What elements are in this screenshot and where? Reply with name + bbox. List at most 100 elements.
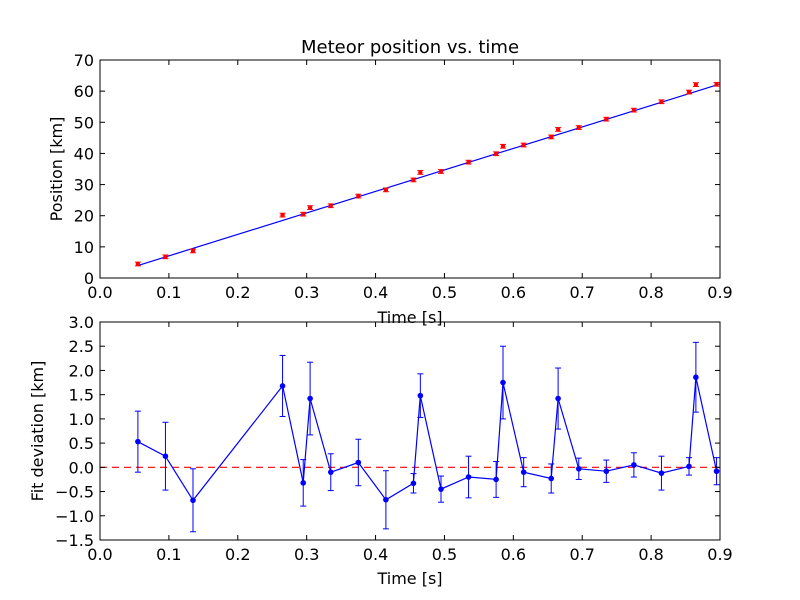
y-tick-label: 20	[74, 207, 94, 226]
measurement-point	[301, 211, 306, 217]
deviation-point	[355, 459, 362, 466]
measurement-point	[163, 254, 168, 260]
measurement-point	[555, 127, 561, 132]
deviation-point	[162, 453, 169, 459]
x-tick-label: 0.3	[294, 283, 319, 302]
deviation-x-axis-label: Time [s]	[376, 569, 442, 588]
deviation-y-ticks: −1.5 −1.0 −0.5 0.0 0.5 1.0 1.5 2.0 2.5 3.0	[55, 313, 720, 550]
y-tick-label: 2.5	[69, 337, 94, 356]
measurement-point	[328, 203, 333, 208]
deviation-point	[686, 463, 692, 470]
x-tick-label: 0.6	[501, 283, 526, 302]
deviation-point	[438, 486, 444, 492]
x-tick-label: 0.1	[156, 545, 181, 564]
fit-line	[137, 83, 721, 267]
measurement-point	[604, 116, 609, 122]
x-tick-label: 0.4	[363, 545, 388, 564]
y-tick-label: 50	[74, 113, 94, 132]
measurement-point	[418, 170, 423, 175]
y-tick-label: 60	[74, 82, 94, 101]
measurement-point	[659, 99, 664, 104]
deviation-point	[658, 470, 665, 476]
x-tick-label: 0.9	[707, 283, 732, 302]
x-tick-label: 0.2	[225, 545, 250, 564]
deviation-point	[693, 374, 699, 381]
x-tick-label: 0.7	[569, 545, 594, 564]
deviation-point	[631, 462, 637, 468]
deviation-point	[500, 379, 506, 386]
deviation-point	[327, 469, 334, 475]
y-tick-label: 40	[74, 144, 94, 163]
y-tick-label: 70	[74, 51, 94, 70]
measurement-point	[383, 187, 389, 193]
x-tick-label: 0.7	[569, 283, 594, 302]
deviation-point	[493, 476, 499, 483]
position-x-ticks: 0.0 0.1 0.2 0.3 0.4 0.5 0.6 0.7 0.8 0.9	[87, 60, 733, 302]
deviation-panel: 0.0 0.1 0.2 0.3 0.4 0.5 0.6 0.7 0.8 0.9 −1.5−1.0−…	[28, 313, 733, 588]
x-tick-label: 0.0	[87, 283, 112, 302]
x-tick-label: 0.5	[432, 283, 457, 302]
y-tick-label: 1.0	[69, 410, 94, 429]
measurement-point	[190, 248, 196, 254]
y-tick-label: 10	[74, 238, 94, 257]
deviation-point	[555, 395, 561, 402]
deviation-x-ticks: 0.0 0.1 0.2 0.3 0.4 0.5 0.6 0.7 0.8 0.9	[87, 322, 733, 564]
y-tick-label: −1.0	[55, 507, 94, 526]
y-tick-label: 0.5	[69, 434, 94, 453]
measurement-point	[466, 159, 471, 165]
position-y-axis-label: Position [km]	[47, 117, 66, 222]
deviation-plot-frame	[99, 321, 721, 541]
deviation-point	[603, 468, 610, 475]
x-tick-label: 0.6	[501, 545, 526, 564]
deviation-point	[307, 395, 313, 402]
y-tick-label: −1.5	[55, 531, 94, 550]
chart-title: Meteor position vs. time	[301, 37, 519, 58]
deviation-point	[300, 480, 307, 486]
deviation-point	[465, 474, 472, 480]
x-tick-label: 0.4	[363, 283, 388, 302]
deviation-point	[575, 465, 582, 472]
measurement-point	[714, 82, 719, 87]
deviation-plot-area	[100, 341, 720, 533]
measurement-point	[135, 261, 141, 267]
y-tick-label: 2.0	[69, 361, 94, 380]
position-plot-frame	[99, 59, 721, 279]
x-tick-label: 0.9	[707, 545, 732, 564]
y-tick-label: 0.0	[69, 458, 94, 477]
measurement-point	[411, 177, 416, 183]
deviation-point	[383, 496, 389, 503]
deviation-point	[190, 497, 196, 504]
y-tick-label: 3.0	[69, 313, 94, 332]
x-tick-label: 0.8	[638, 283, 663, 302]
x-tick-label: 0.0	[87, 545, 112, 564]
deviation-point	[417, 392, 424, 399]
measurement-point	[356, 193, 361, 199]
x-tick-label: 0.1	[156, 283, 181, 302]
measurement-point	[693, 82, 699, 87]
position-x-axis-label: Time [s]	[376, 308, 442, 327]
y-tick-label: −0.5	[55, 483, 94, 502]
deviation-point	[713, 468, 720, 475]
y-tick-label: 0	[84, 269, 94, 288]
y-tick-label: 1.5	[69, 386, 94, 405]
x-tick-label: 0.2	[225, 283, 250, 302]
x-tick-label: 0.5	[432, 545, 457, 564]
measurement-point	[686, 89, 692, 95]
deviation-point	[135, 438, 141, 445]
deviation-point	[520, 469, 527, 475]
position-plot-area	[134, 81, 721, 267]
measurement-point	[280, 212, 285, 218]
measurement-point	[576, 125, 581, 130]
x-tick-label: 0.8	[638, 545, 663, 564]
deviation-point	[548, 475, 555, 482]
measurement-point	[549, 134, 554, 140]
deviation-point	[279, 383, 286, 389]
y-tick-label: 30	[74, 176, 94, 195]
deviation-point	[410, 480, 417, 487]
measurement-point	[438, 169, 444, 174]
measurement-point	[521, 142, 526, 148]
measurement-point	[500, 144, 506, 149]
deviation-y-axis-label: Fit deviation [km]	[28, 361, 47, 502]
